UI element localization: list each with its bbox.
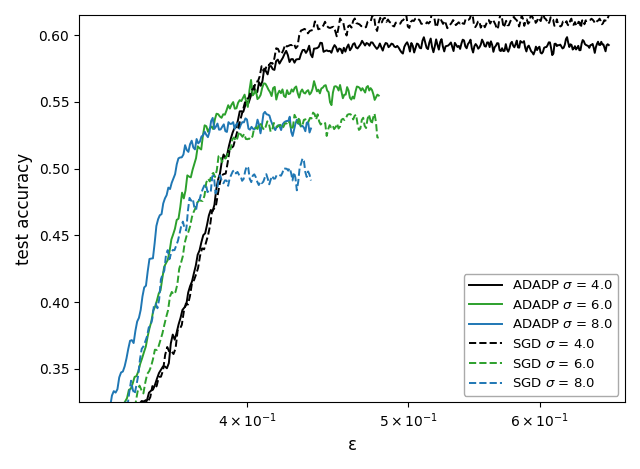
- ADADP $\sigma$ = 6.0: [88, 438, 96, 444]
- X-axis label: ε: ε: [348, 436, 356, 454]
- SGD $\sigma$ = 4.0: [540, 12, 547, 17]
- SGD $\sigma$ = 4.0: [561, 21, 569, 26]
- Line: SGD $\sigma$ = 6.0: SGD $\sigma$ = 6.0: [104, 113, 379, 433]
- ADADP $\sigma$ = 8.0: [261, 109, 269, 115]
- SGD $\sigma$ = 4.0: [100, 428, 108, 433]
- ADADP $\sigma$ = 4.0: [435, 47, 443, 53]
- SGD $\sigma$ = 6.0: [100, 423, 108, 428]
- Legend: ADADP $\sigma$ = 4.0, ADADP $\sigma$ = 6.0, ADADP $\sigma$ = 8.0, SGD $\sigma$ =: ADADP $\sigma$ = 4.0, ADADP $\sigma$ = 6…: [463, 274, 618, 395]
- ADADP $\sigma$ = 6.0: [350, 96, 358, 101]
- ADADP $\sigma$ = 8.0: [110, 388, 118, 394]
- ADADP $\sigma$ = 8.0: [88, 425, 95, 431]
- SGD $\sigma$ = 6.0: [324, 127, 332, 132]
- SGD $\sigma$ = 4.0: [200, 247, 208, 252]
- ADADP $\sigma$ = 4.0: [602, 48, 609, 54]
- SGD $\sigma$ = 6.0: [108, 431, 116, 436]
- SGD $\sigma$ = 8.0: [197, 191, 205, 197]
- Line: SGD $\sigma$ = 4.0: SGD $\sigma$ = 4.0: [104, 13, 609, 436]
- ADADP $\sigma$ = 4.0: [408, 40, 415, 46]
- SGD $\sigma$ = 8.0: [299, 156, 307, 161]
- Line: ADADP $\sigma$ = 4.0: ADADP $\sigma$ = 4.0: [86, 37, 609, 441]
- ADADP $\sigma$ = 8.0: [99, 414, 107, 419]
- ADADP $\sigma$ = 8.0: [82, 424, 90, 430]
- Line: ADADP $\sigma$ = 6.0: ADADP $\sigma$ = 6.0: [86, 80, 379, 441]
- ADADP $\sigma$ = 4.0: [264, 72, 271, 77]
- SGD $\sigma$ = 8.0: [100, 420, 108, 425]
- SGD $\sigma$ = 4.0: [406, 25, 413, 30]
- SGD $\sigma$ = 6.0: [140, 391, 147, 396]
- SGD $\sigma$ = 4.0: [490, 19, 498, 25]
- SGD $\sigma$ = 6.0: [375, 135, 383, 141]
- SGD $\sigma$ = 8.0: [216, 173, 224, 178]
- SGD $\sigma$ = 6.0: [112, 414, 120, 420]
- ADADP $\sigma$ = 8.0: [93, 415, 101, 420]
- ADADP $\sigma$ = 6.0: [247, 77, 255, 83]
- ADADP $\sigma$ = 6.0: [125, 387, 132, 393]
- ADADP $\sigma$ = 8.0: [204, 134, 212, 140]
- SGD $\sigma$ = 4.0: [497, 10, 505, 16]
- ADADP $\sigma$ = 4.0: [563, 34, 571, 40]
- ADADP $\sigma$ = 6.0: [375, 93, 383, 98]
- Line: SGD $\sigma$ = 8.0: SGD $\sigma$ = 8.0: [104, 159, 311, 427]
- SGD $\sigma$ = 8.0: [244, 165, 252, 171]
- SGD $\sigma$ = 4.0: [605, 13, 612, 19]
- ADADP $\sigma$ = 6.0: [90, 438, 98, 443]
- SGD $\sigma$ = 8.0: [259, 179, 267, 185]
- ADADP $\sigma$ = 8.0: [186, 141, 194, 147]
- SGD $\sigma$ = 4.0: [104, 433, 112, 439]
- SGD $\sigma$ = 8.0: [268, 173, 276, 179]
- SGD $\sigma$ = 6.0: [298, 123, 306, 129]
- SGD $\sigma$ = 8.0: [164, 247, 172, 253]
- SGD $\sigma$ = 8.0: [307, 178, 315, 183]
- SGD $\sigma$ = 6.0: [214, 153, 222, 159]
- SGD $\sigma$ = 4.0: [496, 15, 504, 21]
- ADADP $\sigma$ = 6.0: [209, 126, 217, 132]
- ADADP $\sigma$ = 8.0: [130, 340, 138, 346]
- ADADP $\sigma$ = 4.0: [372, 44, 380, 50]
- ADADP $\sigma$ = 6.0: [82, 438, 90, 443]
- Line: ADADP $\sigma$ = 8.0: ADADP $\sigma$ = 8.0: [86, 112, 311, 428]
- ADADP $\sigma$ = 4.0: [82, 433, 90, 439]
- ADADP $\sigma$ = 4.0: [591, 50, 598, 56]
- ADADP $\sigma$ = 4.0: [84, 439, 92, 444]
- Y-axis label: test accuracy: test accuracy: [15, 152, 33, 265]
- ADADP $\sigma$ = 6.0: [155, 291, 163, 296]
- SGD $\sigma$ = 6.0: [134, 389, 141, 394]
- ADADP $\sigma$ = 6.0: [369, 91, 377, 97]
- ADADP $\sigma$ = 8.0: [307, 126, 315, 131]
- ADADP $\sigma$ = 4.0: [605, 42, 612, 48]
- SGD $\sigma$ = 6.0: [309, 110, 317, 115]
- SGD $\sigma$ = 8.0: [102, 424, 109, 430]
